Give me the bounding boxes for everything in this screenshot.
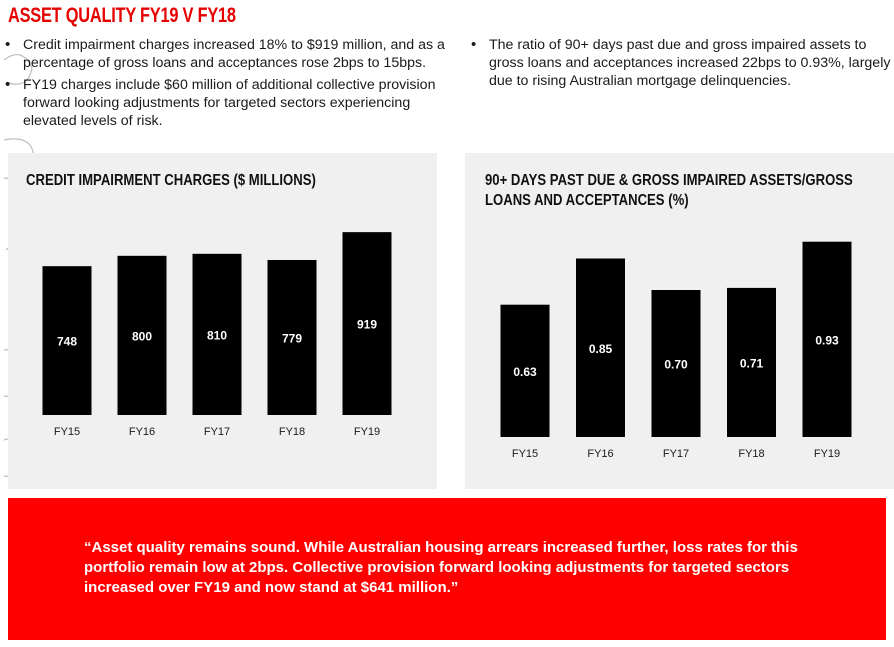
- credit-impairment-chart-panel: CREDIT IMPAIRMENT CHARGES ($ MILLIONS) 7…: [8, 153, 437, 489]
- data-label: 919: [357, 318, 377, 332]
- data-label: 0.70: [664, 358, 688, 372]
- data-label: 800: [132, 329, 152, 343]
- data-label: 0.85: [589, 342, 613, 356]
- chart-title: 90+ DAYS PAST DUE & GROSS IMPAIRED ASSET…: [485, 172, 853, 209]
- page-title: ASSET QUALITY FY19 V FY18: [8, 4, 236, 27]
- bar-fy19: [802, 241, 852, 437]
- bullet-list-right: The ratio of 90+ days past due and gross…: [466, 36, 894, 94]
- quote-banner: “Asset quality remains sound. While Aust…: [8, 498, 886, 640]
- bullet-list-left: Credit impairment charges increased 18% …: [0, 36, 445, 134]
- x-tick-label: FY16: [587, 448, 613, 460]
- chart-title: CREDIT IMPAIRMENT CHARGES ($ MILLIONS): [26, 172, 316, 189]
- bar-fy16: [117, 255, 167, 415]
- x-tick-label: FY15: [512, 448, 538, 460]
- bar-fy19: [342, 232, 392, 415]
- quote-text: “Asset quality remains sound. While Aust…: [84, 539, 798, 596]
- data-label: 748: [57, 335, 77, 349]
- x-tick-label: FY18: [279, 426, 305, 438]
- bar-fy15: [500, 304, 550, 437]
- bullet-item: The ratio of 90+ days past due and gross…: [466, 36, 894, 90]
- bar-fy18: [727, 287, 776, 437]
- bar-fy16: [576, 258, 625, 437]
- bar-fy15: [42, 266, 92, 415]
- data-label: 0.63: [513, 365, 537, 379]
- x-tick-label: FY19: [354, 426, 380, 438]
- credit-impairment-bar-chart: 748 FY15 800 FY16 810 FY17 779 FY18 919 FY19: [42, 232, 392, 438]
- bar-fy17: [192, 253, 242, 415]
- x-tick-label: FY17: [204, 426, 230, 438]
- x-tick-label: FY19: [814, 448, 840, 460]
- past-due-ratio-bar-chart: 0.63 FY15 0.85 FY16 0.70 FY17 0.71 FY18 0.93 FY19: [500, 241, 852, 460]
- bar-fy17: [651, 290, 701, 437]
- data-label: 810: [207, 328, 227, 342]
- x-tick-label: FY18: [738, 448, 764, 460]
- x-tick-label: FY17: [663, 448, 689, 460]
- x-tick-label: FY15: [54, 426, 80, 438]
- bar-fy18: [267, 259, 317, 415]
- bullet-item: FY19 charges include $60 million of addi…: [0, 76, 445, 130]
- past-due-ratio-chart-panel: 90+ DAYS PAST DUE & GROSS IMPAIRED ASSET…: [465, 153, 894, 489]
- data-label: 0.93: [815, 333, 839, 347]
- data-label: 779: [282, 331, 302, 345]
- x-tick-label: FY16: [129, 426, 155, 438]
- bullet-item: Credit impairment charges increased 18% …: [0, 36, 445, 72]
- data-label: 0.71: [740, 356, 764, 370]
